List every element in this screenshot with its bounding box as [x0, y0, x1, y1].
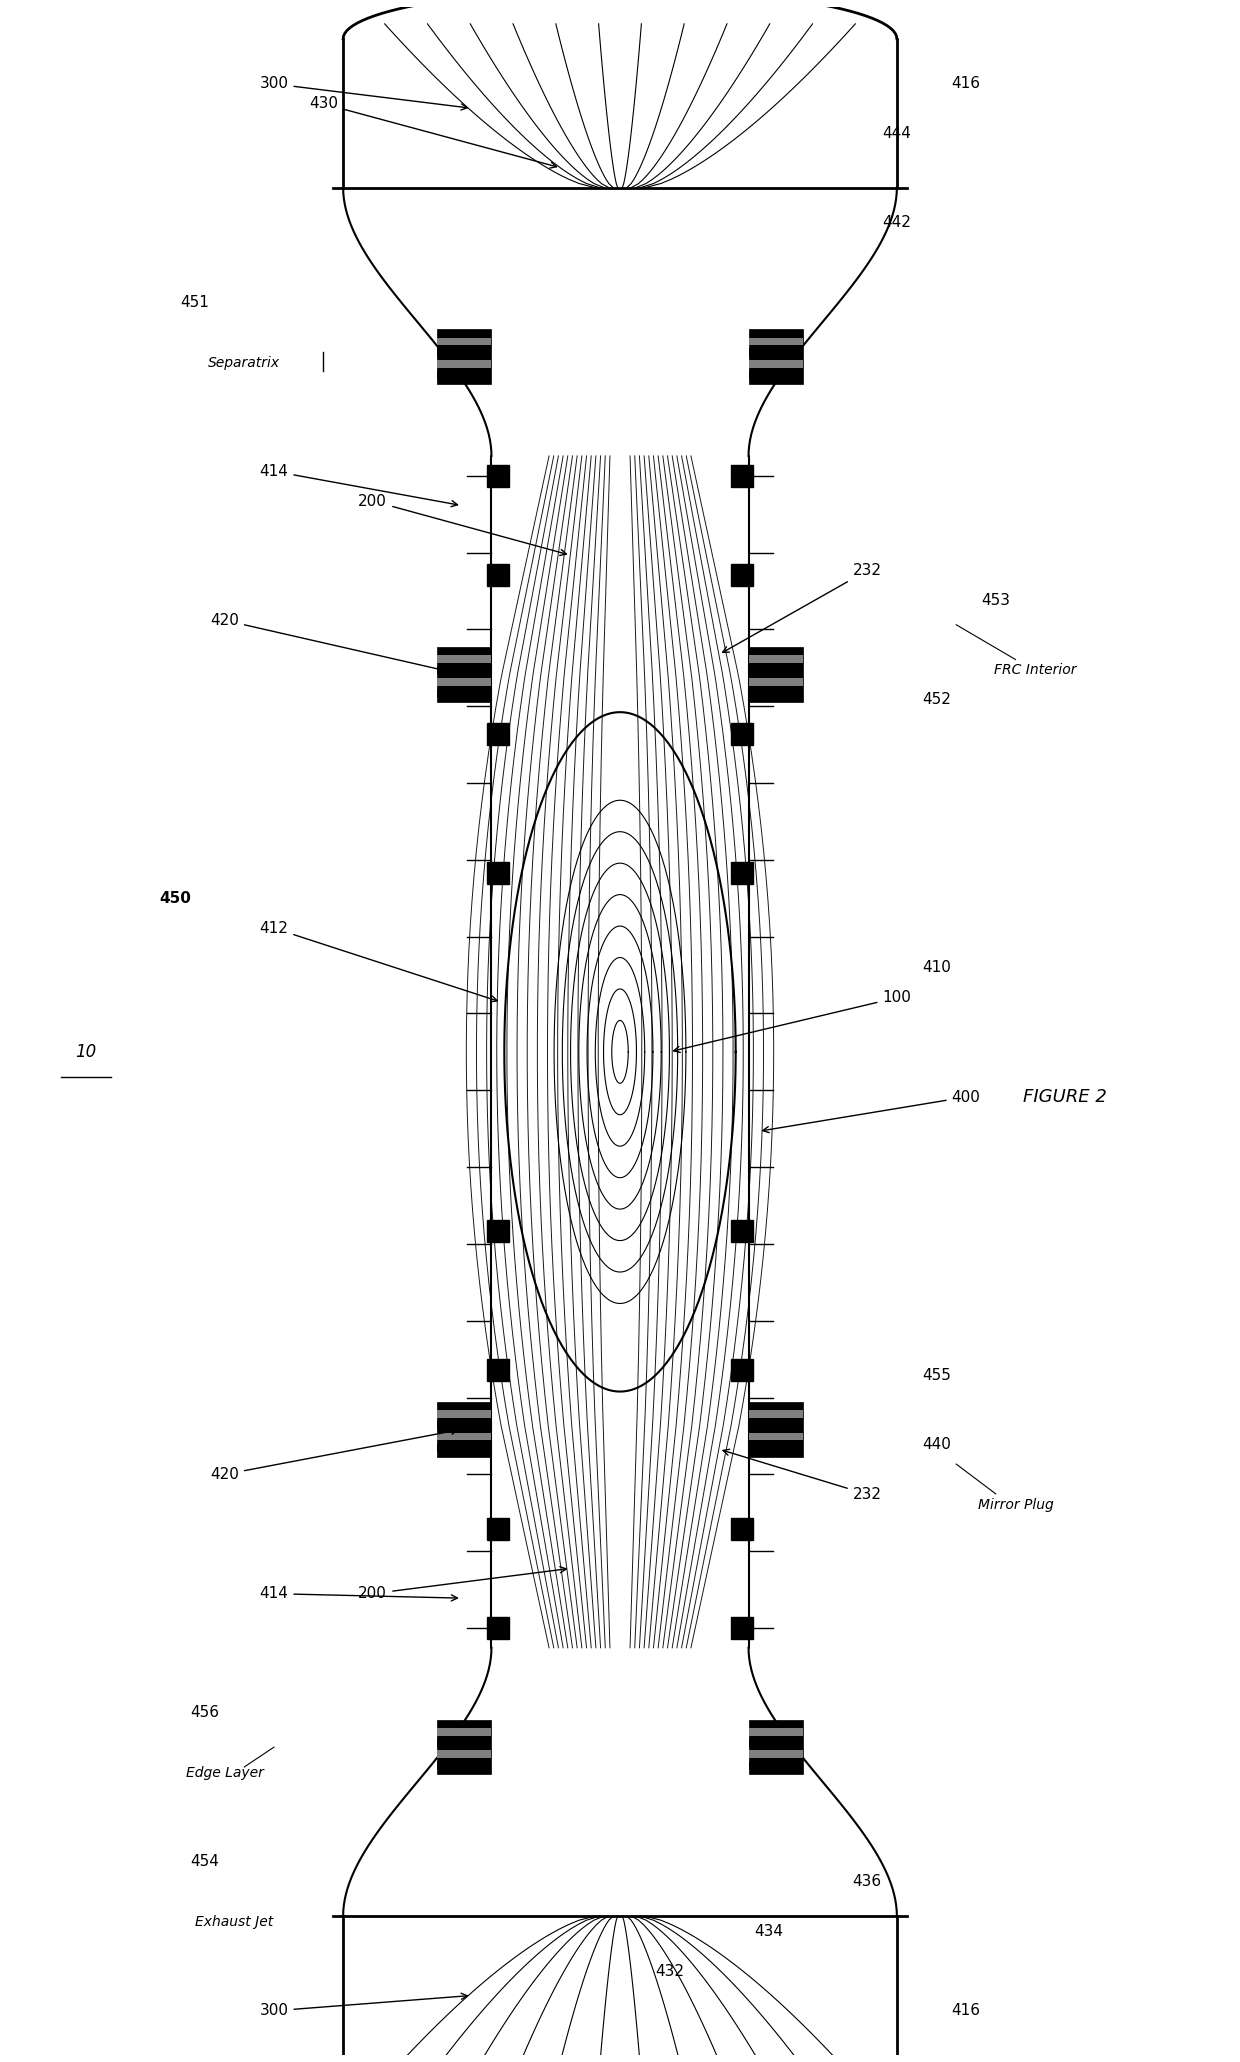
Bar: [732, 464, 753, 487]
Bar: [487, 724, 508, 744]
Text: 416: 416: [951, 76, 981, 91]
Bar: [487, 1359, 508, 1382]
Text: 412: 412: [259, 920, 497, 1002]
Text: 420: 420: [210, 1429, 458, 1483]
Text: 432: 432: [655, 1963, 684, 1980]
Text: 434: 434: [754, 1924, 782, 1938]
Text: 430: 430: [309, 97, 557, 169]
Bar: [732, 1617, 753, 1639]
Bar: [732, 1221, 753, 1241]
Polygon shape: [749, 330, 804, 384]
Bar: [732, 565, 753, 586]
Text: Mirror Plug: Mirror Plug: [977, 1497, 1054, 1511]
Bar: [487, 1518, 508, 1540]
Text: 410: 410: [923, 961, 951, 975]
Bar: [732, 724, 753, 744]
Text: 200: 200: [358, 1567, 567, 1602]
Text: 451: 451: [180, 295, 210, 309]
Text: 436: 436: [853, 1874, 882, 1889]
Polygon shape: [436, 330, 491, 384]
Text: 420: 420: [210, 612, 458, 674]
Text: 400: 400: [763, 1089, 981, 1132]
Bar: [732, 862, 753, 885]
Text: 453: 453: [981, 594, 1011, 608]
Polygon shape: [749, 1402, 804, 1456]
Text: 10: 10: [76, 1043, 97, 1060]
Text: 440: 440: [923, 1437, 951, 1452]
Bar: [487, 1221, 508, 1241]
Bar: [487, 1617, 508, 1639]
Text: 200: 200: [358, 493, 567, 555]
Bar: [487, 565, 508, 586]
Polygon shape: [749, 647, 804, 701]
Text: 414: 414: [259, 464, 458, 507]
Text: Exhaust Jet: Exhaust Jet: [195, 1916, 274, 1928]
Polygon shape: [436, 1720, 491, 1775]
Text: 232: 232: [723, 1450, 882, 1501]
Polygon shape: [436, 647, 491, 701]
Text: 444: 444: [883, 126, 911, 140]
Polygon shape: [749, 1720, 804, 1775]
Text: 232: 232: [723, 563, 882, 652]
Text: 455: 455: [923, 1367, 951, 1384]
Text: 300: 300: [259, 76, 467, 109]
Bar: [487, 862, 508, 885]
Bar: [732, 1518, 753, 1540]
Bar: [487, 464, 508, 487]
Text: 450: 450: [159, 891, 191, 905]
Text: 454: 454: [190, 1854, 219, 1870]
Text: Edge Layer: Edge Layer: [186, 1765, 263, 1780]
Text: Separatrix: Separatrix: [208, 355, 280, 369]
Text: 300: 300: [259, 1994, 467, 2019]
Text: 100: 100: [673, 990, 911, 1052]
Polygon shape: [436, 1402, 491, 1456]
Bar: [732, 1359, 753, 1382]
Text: 456: 456: [190, 1705, 219, 1720]
Text: 416: 416: [951, 2004, 981, 2019]
Text: 414: 414: [259, 1586, 458, 1602]
Text: 442: 442: [883, 214, 911, 231]
Text: FIGURE 2: FIGURE 2: [1023, 1087, 1107, 1105]
Text: 452: 452: [923, 693, 951, 707]
Text: FRC Interior: FRC Interior: [994, 664, 1076, 678]
